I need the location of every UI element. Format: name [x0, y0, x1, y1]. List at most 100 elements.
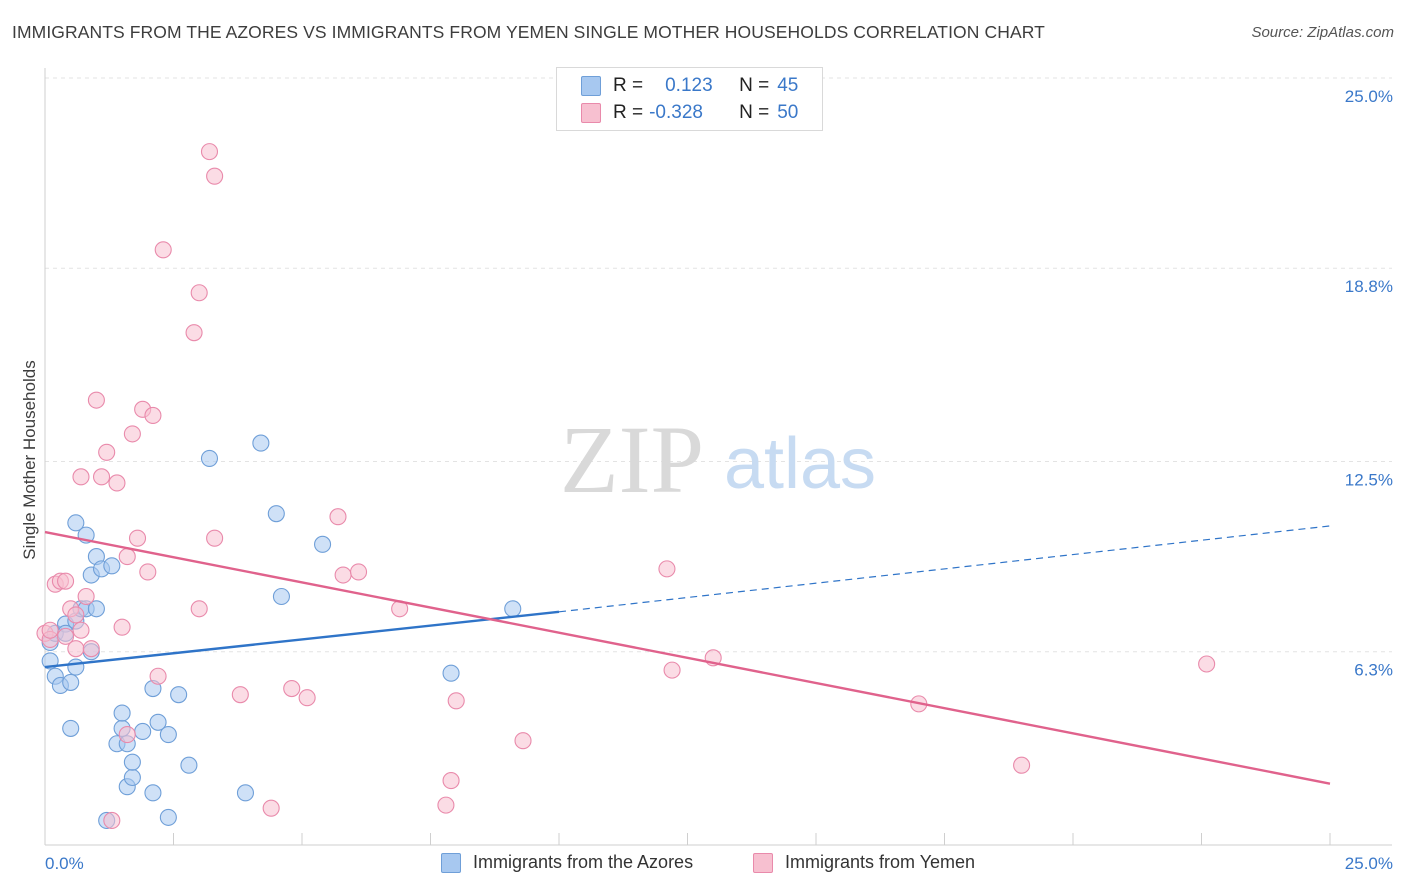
legend-label-azores: Immigrants from the Azores [473, 852, 694, 872]
data-point [206, 529, 224, 547]
data-point [437, 796, 455, 814]
bottom-legend-azores: Immigrants from the Azores [441, 852, 693, 873]
legend-r-value: -0.328 [649, 102, 703, 123]
data-point [298, 689, 316, 707]
data-point [231, 686, 249, 704]
data-point [41, 621, 59, 639]
data-point [442, 772, 460, 790]
data-point [159, 726, 177, 744]
legend-n-label: N = [739, 102, 770, 123]
legend-swatch-azores [441, 852, 461, 873]
data-point [92, 468, 111, 486]
data-point [262, 799, 280, 817]
data-point [67, 658, 85, 676]
y-tick-label: 18.8% [1345, 277, 1393, 296]
legend-swatch-yemen [581, 103, 601, 123]
data-point [149, 713, 167, 731]
data-point [123, 425, 141, 443]
data-point [123, 768, 141, 787]
watermark: ZIP atlas [560, 406, 876, 513]
data-point [206, 167, 224, 185]
data-point [82, 640, 100, 658]
data-point [154, 241, 172, 259]
data-point [272, 587, 290, 606]
x-tick-label: 25.0% [1345, 854, 1393, 873]
data-point [144, 406, 162, 425]
y-tick-label: 12.5% [1345, 471, 1393, 490]
data-point [447, 692, 465, 710]
data-point [98, 443, 116, 461]
data-point [77, 587, 95, 606]
trend-line-azores [44, 610, 560, 669]
data-point [663, 661, 681, 679]
legend-r-value: 0.123 [665, 75, 713, 96]
grid-lines [45, 77, 1392, 653]
data-point [252, 434, 270, 452]
data-point [57, 572, 75, 590]
data-point [190, 284, 208, 302]
correlation-legend: R = 0.123 N = 45 R = -0.328 N = 50 [556, 67, 823, 131]
data-point [103, 557, 121, 575]
data-point [67, 514, 85, 532]
series-yemen [36, 143, 1216, 830]
legend-label-yemen: Immigrants from Yemen [785, 852, 976, 872]
data-point [144, 784, 162, 802]
data-point [170, 686, 188, 704]
data-point [1013, 756, 1031, 774]
data-point [504, 600, 522, 618]
data-point [123, 753, 141, 771]
axes [44, 68, 1392, 846]
data-point [108, 474, 126, 492]
tick-labels: 6.3% 12.5% 18.8% 25.0% 0.0% 25.0% [45, 87, 1393, 873]
legend-swatch-yemen [753, 852, 773, 873]
data-point [514, 732, 532, 750]
data-point [329, 508, 347, 526]
bottom-legend-yemen: Immigrants from Yemen [753, 852, 975, 873]
data-point [1198, 655, 1216, 673]
data-point [72, 468, 90, 486]
watermark-zip: ZIP [560, 406, 704, 513]
chart-title: IMMIGRANTS FROM THE AZORES VS IMMIGRANTS… [12, 22, 1045, 42]
data-point [113, 704, 131, 722]
data-point [236, 784, 255, 802]
trend-line-azores-extension [558, 525, 1331, 613]
data-point [118, 726, 136, 744]
legend-row-azores: R = 0.123 N = 45 [581, 74, 798, 98]
y-axis-label: Single Mother Households [20, 360, 39, 560]
data-point [349, 563, 368, 581]
data-point [190, 600, 208, 618]
data-point [267, 505, 285, 523]
legend-swatch-azores [581, 76, 601, 96]
data-point [103, 811, 121, 830]
data-point [118, 548, 136, 566]
data-point [57, 627, 75, 645]
data-point [72, 621, 90, 639]
data-point [139, 563, 157, 581]
data-point [200, 143, 219, 161]
legend-r-label: R = [613, 75, 644, 96]
data-point [149, 667, 167, 685]
legend-n-value: 45 [777, 75, 799, 96]
y-tick-label: 25.0% [1345, 87, 1393, 106]
data-point [180, 756, 198, 774]
watermark-atlas: atlas [724, 424, 876, 504]
trend-lines [44, 525, 1331, 785]
legend-r-label: R = [613, 102, 644, 123]
y-tick-label: 6.3% [1354, 661, 1393, 680]
legend-row-yemen: R = -0.328 N = 50 [581, 101, 798, 125]
data-point [159, 808, 177, 826]
trend-line-yemen [44, 530, 1331, 785]
legend-n-value: 50 [777, 102, 799, 123]
data-point [134, 722, 152, 741]
data-point [62, 673, 80, 691]
data-point [334, 566, 352, 584]
data-point [283, 679, 301, 698]
series-azores [41, 434, 522, 830]
chart-source: Source: ZipAtlas.com [1251, 24, 1394, 41]
data-point [67, 640, 85, 658]
data-point [185, 324, 203, 342]
x-tick-label: 0.0% [45, 854, 84, 873]
data-point [128, 529, 147, 547]
legend-n-label: N = [739, 75, 770, 96]
